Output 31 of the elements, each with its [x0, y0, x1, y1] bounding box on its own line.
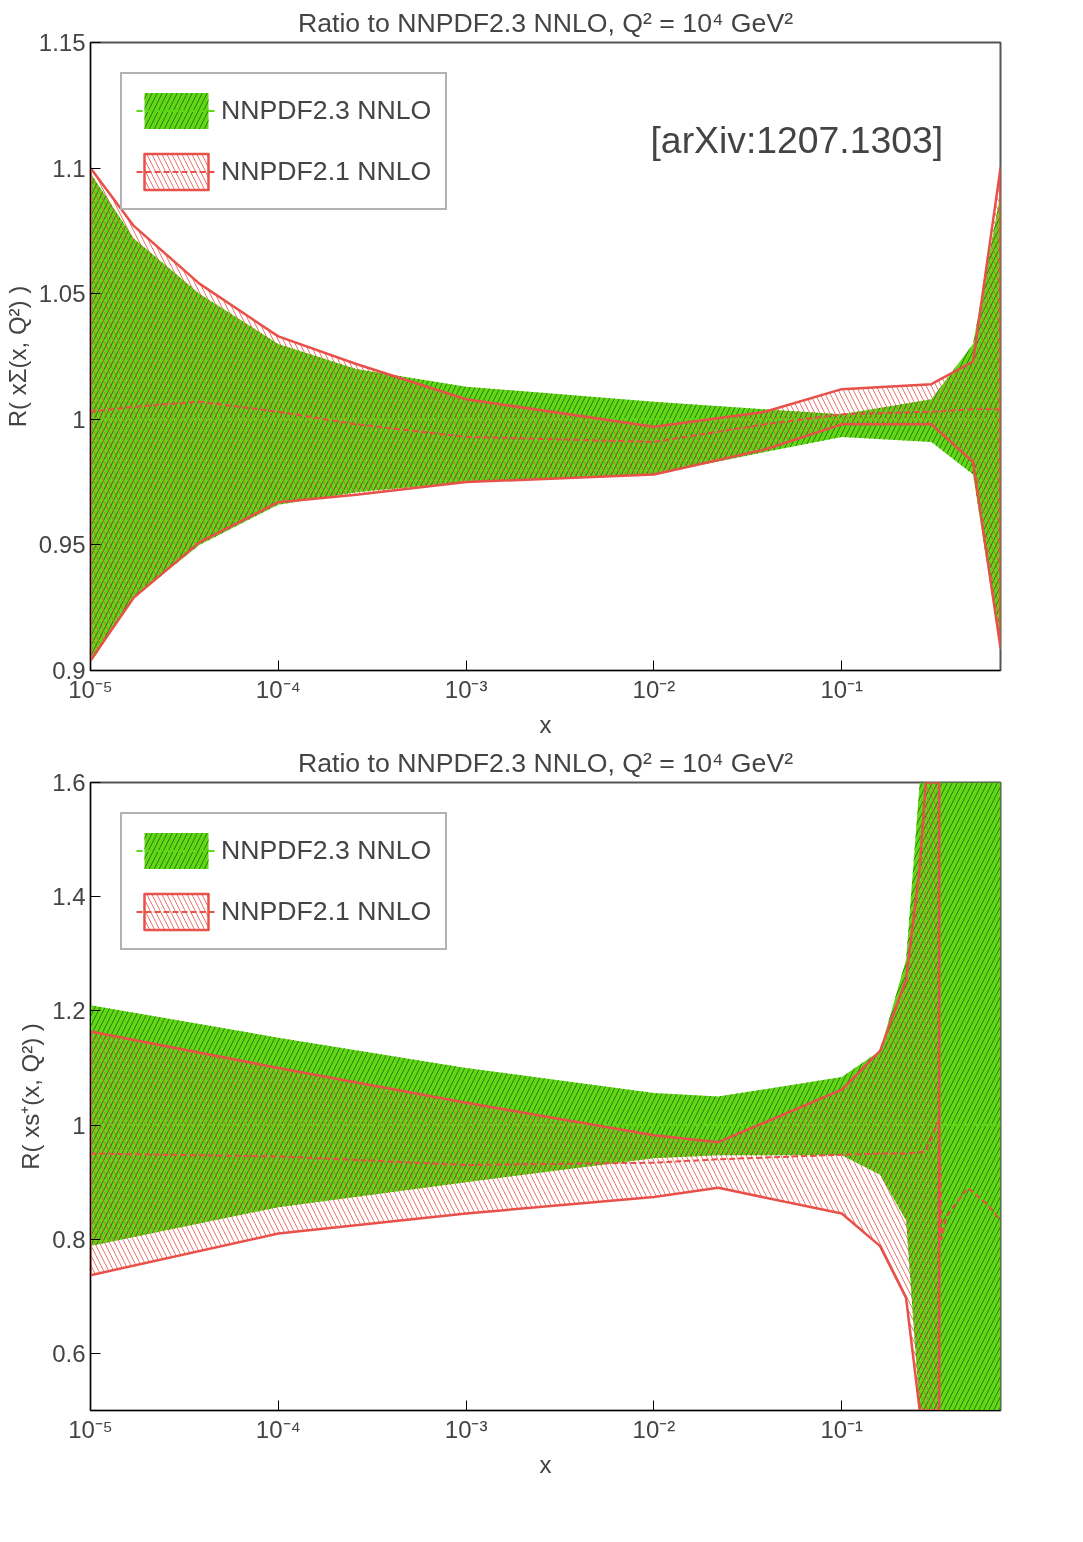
x-tick-label: 10⁻² [632, 1415, 676, 1443]
legend-label: NNPDF2.3 NNLO [221, 95, 432, 126]
y-axis-title: R( xs⁺(x, Q²) ) [17, 1023, 45, 1170]
x-tick-label: 10⁻⁴ [255, 675, 301, 703]
chart-title: Ratio to NNPDF2.3 NNLO, Q² = 10⁴ GeV² [297, 7, 794, 38]
y-axis-title: R( xΣ(x, Q²) ) [3, 285, 31, 428]
y-tick-label: 0.8 [52, 1225, 86, 1253]
legend-label: NNPDF2.3 NNLO [221, 835, 432, 866]
x-axis-title: x [539, 710, 552, 738]
y-tick-label: 1 [72, 405, 86, 433]
y-tick-label: 1.05 [38, 280, 86, 308]
legend-label: NNPDF2.1 NNLO [221, 896, 432, 927]
y-tick-label: 0.6 [52, 1339, 86, 1367]
y-tick-label: 0.95 [38, 531, 86, 559]
y-tick-label: 1 [72, 1111, 86, 1139]
y-tick-label: 1.6 [52, 769, 86, 796]
x-tick-label: 10⁻³ [444, 675, 488, 703]
y-tick-label: 1.4 [52, 883, 86, 911]
legend-label: NNPDF2.1 NNLO [221, 156, 432, 187]
x-tick-label: 10⁻¹ [820, 675, 864, 703]
x-tick-label: 10⁻¹ [820, 1415, 864, 1443]
x-tick-label: 10⁻² [632, 675, 676, 703]
annotation: [arXiv:1207.1303] [650, 118, 944, 161]
x-tick-label: 10⁻⁴ [255, 1415, 301, 1443]
chart-title: Ratio to NNPDF2.3 NNLO, Q² = 10⁴ GeV² [297, 747, 794, 778]
y-tick-label: 1.2 [52, 997, 86, 1025]
x-axis-title: x [539, 1450, 552, 1478]
y-tick-label: 1.1 [52, 154, 86, 182]
x-tick-label: 10⁻⁵ [68, 1415, 113, 1443]
y-tick-label: 1.15 [38, 29, 86, 56]
x-tick-label: 10⁻³ [444, 1415, 488, 1443]
